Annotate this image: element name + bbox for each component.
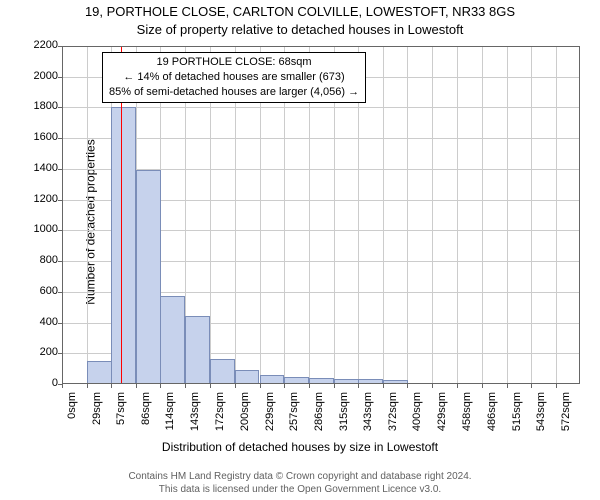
xtick-mark [432,384,433,388]
ytick-label: 800 [18,254,58,266]
ytick-mark [58,169,62,170]
ytick-mark [58,107,62,108]
ytick-mark [58,77,62,78]
ytick-mark [58,353,62,354]
xtick-mark [334,384,335,388]
xtick-mark [358,384,359,388]
xtick-mark [482,384,483,388]
ytick-label: 2200 [18,39,58,51]
xtick-mark [260,384,261,388]
ytick-label: 400 [18,316,58,328]
ytick-label: 2000 [18,70,58,82]
xtick-mark [531,384,532,388]
xtick-mark [309,384,310,388]
xtick-mark [284,384,285,388]
footer-line2: This data is licensed under the Open Gov… [0,484,600,497]
ytick-label: 600 [18,285,58,297]
xtick-mark [160,384,161,388]
ytick-label: 1000 [18,223,58,235]
ytick-mark [58,200,62,201]
ytick-mark [58,230,62,231]
xtick-mark [62,384,63,388]
xtick-mark [185,384,186,388]
xtick-mark [210,384,211,388]
ytick-mark [58,292,62,293]
annotation-line1: 19 PORTHOLE CLOSE: 68sqm [109,55,359,70]
annotation-line3: 85% of semi-detached houses are larger (… [109,85,359,100]
xtick-mark [457,384,458,388]
footer-attribution: Contains HM Land Registry data © Crown c… [0,471,600,496]
ytick-mark [58,46,62,47]
title-subtitle: Size of property relative to detached ho… [0,22,600,37]
xtick-mark [407,384,408,388]
ytick-label: 1200 [18,193,58,205]
ytick-label: 0 [18,377,58,389]
ytick-label: 1800 [18,100,58,112]
annotation-box: 19 PORTHOLE CLOSE: 68sqm ← 14% of detach… [102,52,366,103]
xtick-mark [235,384,236,388]
ytick-mark [58,261,62,262]
xtick-mark [111,384,112,388]
ytick-label: 200 [18,346,58,358]
title-address: 19, PORTHOLE CLOSE, CARLTON COLVILLE, LO… [0,4,600,19]
footer-line1: Contains HM Land Registry data © Crown c… [0,471,600,484]
x-axis-label: Distribution of detached houses by size … [0,440,600,454]
ytick-label: 1600 [18,131,58,143]
ytick-mark [58,138,62,139]
annotation-line2: ← 14% of detached houses are smaller (67… [109,70,359,85]
chart-container: 19, PORTHOLE CLOSE, CARLTON COLVILLE, LO… [0,0,600,500]
xtick-mark [556,384,557,388]
xtick-mark [87,384,88,388]
ytick-label: 1400 [18,162,58,174]
xtick-mark [383,384,384,388]
xtick-mark [136,384,137,388]
ytick-mark [58,323,62,324]
xtick-mark [507,384,508,388]
